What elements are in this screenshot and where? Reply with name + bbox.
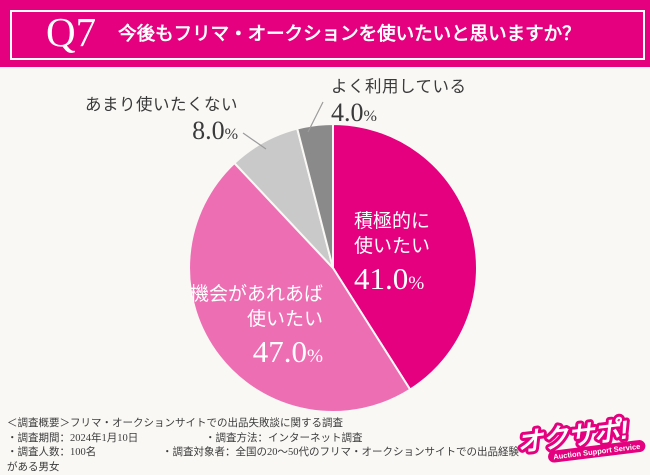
label-amari-tsukaitakunai: あまり使いたくない 8.0% <box>85 95 238 145</box>
label-yoku-riyou: よく利用している 4.0% <box>331 77 467 127</box>
slice-percent: 8.0% <box>192 115 238 145</box>
leader-line-amari <box>242 132 267 150</box>
survey-overview-line1: ＜調査概要＞フリマ・オークションサイトでの出品失敗談に関する調査 <box>7 418 343 429</box>
slice-percent: 41.0% <box>354 261 425 297</box>
question-title: 今後もフリマ・オークションを使いたいと思いますか？ <box>118 25 581 45</box>
leader-line-yoku <box>307 101 324 133</box>
slice-label-text: よく利用している <box>331 77 467 96</box>
pie-slice-3 <box>296 123 334 269</box>
label-sekkyokuteki: 積極的に 使いたい 41.0% <box>354 209 430 296</box>
question-banner: Q7 今後もフリマ・オークションを使いたいと思いますか？ <box>0 0 650 67</box>
slice-label-line1: 機会があれあば <box>189 284 323 305</box>
survey-method: ・調査方法：インターネット調査 <box>205 432 363 444</box>
survey-period: ・調査期間：2024年1月10日 <box>7 432 139 444</box>
slice-label-line1: 積極的に <box>354 211 431 232</box>
pie-slice-1 <box>188 162 412 413</box>
slice-label-line2: 使いたい <box>354 236 431 258</box>
pie-chart <box>188 101 478 413</box>
survey-overview: ＜調査概要＞フリマ・オークションサイトでの出品失敗談に関する調査 ・調査期間：2… <box>7 417 527 475</box>
slice-label-line2: 使いたい <box>246 309 323 331</box>
survey-overview-line2: ・調査期間：2024年1月10日 ・調査方法：インターネット調査 <box>7 432 527 447</box>
pie-slices <box>188 123 478 413</box>
slice-percent: 47.0% <box>252 334 323 370</box>
label-kikai-ga-areba: 機会があれあば 使いたい 47.0% <box>190 282 323 369</box>
survey-overview-line3: ・調査人数：100名 ・調査対象者：全国の20～50代のフリマ・オークションサイト… <box>7 446 527 475</box>
brand-logo: オクサポ! Auction Support Service <box>514 411 646 463</box>
question-number: Q7 <box>46 8 97 55</box>
survey-count: ・調査人数：100名 <box>7 447 97 458</box>
slice-label-text: あまり使いたくない <box>85 95 238 114</box>
brand-logo-ribbon <box>548 440 646 463</box>
slice-percent: 4.0% <box>331 97 377 127</box>
